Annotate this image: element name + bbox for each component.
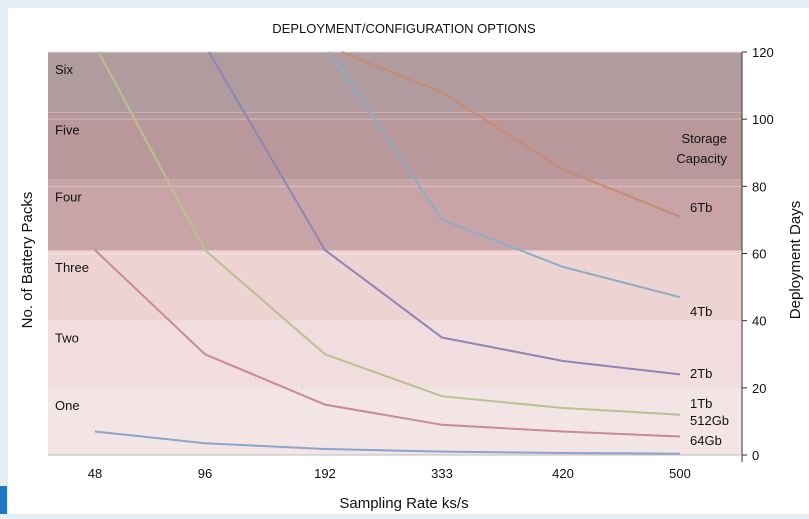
right-tick-label: 40 [752, 314, 766, 329]
x-tick-label: 500 [669, 466, 691, 481]
series-label-6tb: 6Tb [690, 200, 712, 215]
band-label-four: Four [55, 190, 82, 205]
legend-title-line-1: Storage [681, 131, 727, 146]
left-axis-title: No. of Battery Packs [19, 192, 36, 329]
series-line-2tb [208, 51, 681, 376]
right-tick-label: 120 [752, 45, 774, 60]
x-tick-label: 192 [314, 466, 336, 481]
x-tick-label: 333 [431, 466, 453, 481]
band-label-two: Two [55, 331, 79, 346]
corner-tab [0, 486, 7, 514]
chart-title: DEPLOYMENT/CONFIGURATION OPTIONS [272, 21, 536, 36]
axes: 0 20 40 60 80 100 120 48 96 192 333 420 500 [48, 45, 774, 481]
band-label-three: Three [55, 260, 89, 275]
band-label-six: Six [55, 62, 74, 77]
series-line-64gb [94, 430, 681, 455]
right-tick-label: 60 [752, 247, 766, 262]
band-label-five: Five [55, 122, 80, 137]
x-tick-label: 48 [88, 466, 102, 481]
series-label-2tb: 2Tb [690, 366, 712, 381]
band-six [48, 52, 742, 113]
band-five [48, 112, 742, 180]
series-line-512gb [94, 249, 681, 438]
series-line-4tb [328, 51, 681, 299]
right-tick-label: 0 [752, 448, 759, 463]
right-axis-title: Deployment Days [787, 201, 804, 319]
series-label-512gb: 512Gb [690, 413, 729, 428]
series-lines [94, 51, 681, 455]
series-label-1tb: 1Tb [690, 396, 712, 411]
legend-title-line-2: Capacity [676, 151, 727, 166]
band-four [48, 179, 742, 251]
labels: One Two Three Four Five Six 64Gb 512Gb 1Tb 2Tb 4Tb… [19, 21, 804, 512]
gridlines [48, 51, 742, 389]
x-axis-title: Sampling Rate ks/s [339, 495, 468, 512]
series-label-4tb: 4Tb [690, 304, 712, 319]
right-tick-label: 20 [752, 381, 766, 396]
right-tick-label: 100 [752, 112, 774, 127]
series-line-1tb [97, 51, 681, 416]
band-label-one: One [55, 398, 80, 413]
right-tick-label: 80 [752, 179, 766, 194]
x-tick-label: 96 [198, 466, 212, 481]
band-one [48, 387, 742, 455]
x-tick-label: 420 [552, 466, 574, 481]
band-three [48, 250, 742, 321]
battery-bands [48, 51, 742, 455]
series-label-64gb: 64Gb [690, 433, 722, 448]
series-line-6tb [341, 51, 681, 218]
band-two [48, 320, 742, 388]
